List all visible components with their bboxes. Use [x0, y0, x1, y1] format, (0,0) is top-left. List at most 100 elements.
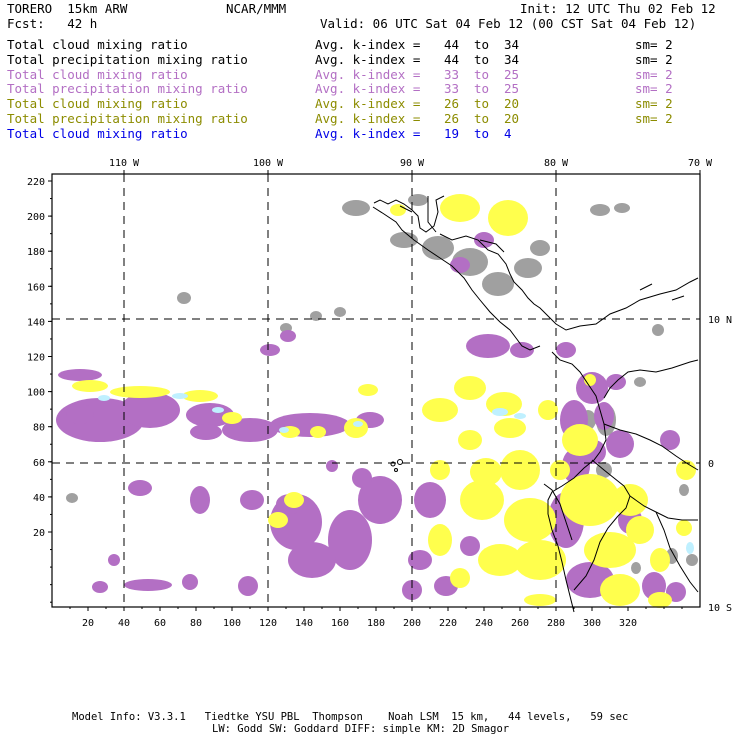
gray-region — [390, 232, 418, 248]
map-frame — [51, 173, 701, 608]
x-tick-label: 240 — [475, 618, 493, 629]
cyan-region — [492, 408, 508, 416]
yellow-region — [72, 380, 108, 392]
forecast-hour: Fcst: 42 h — [7, 16, 98, 31]
legend-sm: sm= 2 — [635, 96, 673, 112]
yellow-region — [428, 524, 452, 556]
purple-region — [466, 334, 510, 358]
legend-sm: sm= 2 — [635, 51, 673, 67]
x-tick-label: 140 — [295, 618, 313, 629]
purple-region — [92, 581, 108, 593]
legend-label: Total precipitation mixing ratio — [7, 111, 248, 126]
y-tick-label: 80 — [33, 423, 45, 434]
yellow-region — [310, 426, 326, 438]
legend-sm: sm= 2 — [635, 81, 673, 97]
purple-region — [358, 476, 402, 524]
legend-from: 26 — [444, 96, 460, 112]
legend-sm: sm= 2 — [635, 111, 673, 126]
gray-region — [634, 377, 646, 387]
purple-region — [326, 460, 338, 472]
purple-region — [58, 369, 102, 381]
legend-to: to — [474, 66, 490, 82]
yellow-region — [110, 386, 170, 398]
gray-region — [482, 272, 514, 296]
legend-label: Total cloud mixing ratio — [7, 125, 188, 141]
purple-region — [238, 576, 258, 596]
yellow-region — [182, 390, 218, 402]
legend-from: 44 — [444, 37, 460, 52]
x-tick-label: 300 — [583, 618, 601, 629]
yellow-region — [562, 424, 598, 456]
y-tick-label: 220 — [27, 177, 45, 188]
axis-ticks: 110 W 100 W 90 W 80 W 70 W 10 N 0 10 S 20 40 60 80 1… — [27, 158, 732, 629]
field-fills — [56, 194, 698, 608]
yellow-region — [524, 594, 556, 606]
legend-kindex: Avg. k-index = — [315, 81, 421, 97]
yellow-region — [650, 548, 670, 572]
yellow-region — [284, 492, 304, 508]
legend-kindex: Avg. k-index = — [315, 51, 421, 67]
legend-sm: sm= 2 — [635, 66, 673, 82]
purple-region — [606, 430, 634, 458]
init-time: Init: 12 UTC Thu 02 Feb 12 — [520, 1, 716, 16]
x-tick-label: 100 — [223, 618, 241, 629]
purple-region — [594, 402, 614, 430]
yellow-region — [450, 568, 470, 588]
yellow-region — [390, 204, 406, 216]
legend-to: to — [474, 37, 490, 52]
legend-to-val: 25 — [504, 66, 520, 82]
purple-region — [660, 430, 680, 450]
legend-to-val: 4 — [504, 125, 512, 141]
purple-region — [510, 342, 534, 358]
purple-region — [280, 330, 296, 342]
legend-to: to — [474, 51, 490, 67]
gray-region — [679, 484, 689, 496]
purple-region — [460, 536, 480, 556]
purple-region — [120, 392, 180, 428]
legend-label: Total precipitation mixing ratio — [7, 81, 248, 97]
yellow-region — [560, 474, 620, 526]
purple-region — [240, 490, 264, 510]
cyan-region — [172, 393, 188, 399]
yellow-region — [478, 544, 522, 576]
legend-kindex: Avg. k-index = — [315, 66, 421, 82]
valid-time: Valid: 06 UTC Sat 04 Feb 12 (00 CST Sat … — [320, 16, 697, 31]
yellow-region — [488, 200, 528, 236]
lat-label: 10 N — [708, 315, 732, 326]
purple-region — [190, 486, 210, 514]
yellow-region — [648, 592, 672, 608]
purple-region — [288, 542, 336, 578]
yellow-region — [470, 458, 502, 486]
legend-kindex: Avg. k-index = — [315, 111, 421, 126]
purple-region — [408, 550, 432, 570]
purple-region — [450, 257, 470, 273]
gray-region — [686, 554, 698, 566]
legend-to: to — [474, 81, 490, 97]
yellow-region — [500, 450, 540, 490]
x-tick-label: 220 — [439, 618, 457, 629]
purple-region — [402, 580, 422, 600]
lat-label: 0 — [708, 459, 714, 470]
gray-region — [422, 236, 454, 260]
model-title: TORERO 15km ARW — [7, 1, 128, 16]
footer-model-info: Model Info: V3.3.1 Tiedtke YSU PBL Thomp… — [72, 711, 629, 723]
yellow-region — [504, 498, 556, 542]
legend-to-val: 34 — [504, 51, 520, 67]
gray-region — [342, 200, 370, 216]
yellow-region — [550, 460, 570, 480]
yellow-region — [676, 460, 696, 480]
purple-region — [66, 404, 94, 424]
cyan-region — [98, 395, 110, 401]
x-tick-label: 260 — [511, 618, 529, 629]
yellow-region — [494, 418, 526, 438]
gray-region — [514, 258, 542, 278]
y-tick-label: 160 — [27, 282, 45, 293]
x-tick-label: 120 — [259, 618, 277, 629]
yellow-region — [676, 520, 692, 536]
y-tick-label: 120 — [27, 353, 45, 364]
legend-from: 33 — [444, 81, 460, 97]
purple-region — [182, 574, 198, 590]
legend-label: Total cloud mixing ratio — [7, 96, 188, 112]
y-tick-label: 200 — [27, 212, 45, 223]
